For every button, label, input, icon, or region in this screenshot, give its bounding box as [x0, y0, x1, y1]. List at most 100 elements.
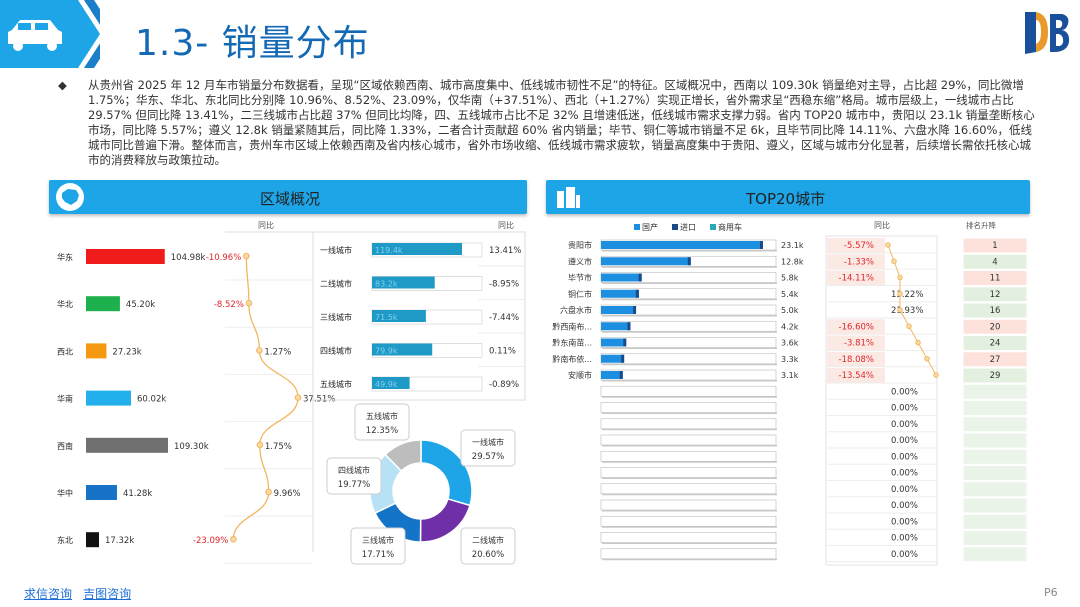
city-yoy-label: 0.00%: [891, 436, 918, 446]
city-yoy-label: -14.11%: [839, 274, 874, 284]
region-value-label: 104.98k: [171, 253, 206, 263]
city-yoy-label: -13.54%: [839, 371, 874, 381]
region-yoy-point: [256, 441, 264, 449]
region-category-label: 华北: [57, 299, 73, 309]
city-bar-track: [600, 385, 777, 397]
city-value-label: 4.2k: [781, 322, 799, 331]
donut-percent-label: 17.71%: [362, 550, 394, 560]
city-bar-shadow: [602, 315, 777, 317]
donut-percent-label: 20.60%: [472, 550, 504, 560]
region-value-label: 45.20k: [126, 300, 155, 310]
tier-table-border: [312, 231, 526, 401]
tier-bar: [372, 343, 433, 356]
city-bar-track: [600, 548, 777, 560]
top20-panel-header: TOP20城市: [546, 180, 1030, 214]
city-bar-import: [635, 289, 639, 298]
tier-category-label: 五线城市: [320, 379, 352, 389]
city-bar: [601, 241, 763, 249]
region-panel-header: 区域概况: [49, 180, 527, 214]
legend-label: 商用车: [718, 222, 742, 232]
city-rank-cell: [962, 465, 1028, 481]
tier-bar: [372, 276, 435, 289]
footer-link-jitu[interactable]: 吉图咨询: [83, 587, 132, 601]
city-rank-label: 11: [990, 274, 1001, 284]
city-bar: [601, 371, 623, 379]
city-yoy-negative-cell: [827, 254, 885, 270]
donut-percent-label: 29.57%: [472, 452, 504, 462]
tier-yoy-label: 13.41%: [489, 246, 521, 256]
city-yoy-label: 0.00%: [891, 501, 918, 511]
tier-category-label: 四线城市: [320, 346, 352, 356]
city-bar: [601, 306, 637, 314]
tier-value-label: 49.9k: [375, 380, 398, 389]
city-bar-import: [687, 257, 691, 266]
page-number: P6: [1044, 586, 1058, 599]
city-yoy-table-border: [825, 235, 938, 566]
donut-callout-box: [326, 457, 382, 495]
city-yoy-label: 21.93%: [891, 306, 923, 316]
city-bar: [601, 354, 625, 363]
region-value-label: 41.28k: [123, 489, 152, 499]
city-rank-label: 4: [992, 257, 997, 267]
city-category-label: 安顺市: [568, 370, 592, 380]
tier-value-label: 79.9k: [375, 347, 398, 356]
city-rank-cell: [962, 253, 1028, 270]
region-yoy-point: [256, 347, 263, 354]
donut-callout-box: [460, 429, 516, 467]
tier-bar: [372, 377, 410, 389]
city-bar-import: [623, 338, 627, 347]
city-bar-track: [600, 402, 777, 413]
region-value-label: 109.30k: [174, 442, 209, 452]
city-yoy-negative-cell: [827, 335, 885, 351]
city-yoy-negative-cell: [827, 270, 885, 286]
city-yoy-point: [897, 307, 903, 313]
city-bar-import: [760, 241, 763, 249]
region-category-label: 西北: [57, 347, 73, 356]
city-yoy-negative-cell: [827, 319, 885, 335]
region-yoy-label: 1.27%: [264, 347, 291, 357]
city-yoy-label: 0.00%: [891, 534, 918, 544]
city-value-label: 3.6k: [781, 339, 799, 348]
city-yoy-label: 13.22%: [891, 290, 923, 300]
city-bar-track: [600, 353, 777, 365]
city-yoy-label: -3.81%: [844, 339, 874, 349]
region-category-label: 华中: [57, 488, 73, 498]
region-category-label: 东北: [57, 535, 73, 545]
city-rank-cell: [962, 400, 1028, 416]
city-value-label: 5.4k: [781, 290, 799, 299]
donut-callout-box: [350, 527, 406, 565]
city-yoy-point: [933, 372, 939, 378]
tier-value-label: 71.5k: [375, 313, 398, 322]
donut-category-label: 五线城市: [366, 411, 398, 421]
city-yoy-label: -1.33%: [844, 257, 874, 267]
region-category-label: 西南: [57, 441, 73, 451]
city-rank-cell: [962, 270, 1028, 286]
city-rank-cell: [962, 546, 1028, 563]
region-bar: [86, 437, 168, 453]
region-bar: [86, 485, 117, 500]
city-bar-shadow: [602, 542, 777, 544]
city-category-label: 遵义市: [568, 256, 592, 266]
region-bar: [86, 343, 107, 359]
page-title: 1.3- 销量分布: [135, 23, 370, 64]
city-rank-cell: [962, 335, 1028, 351]
footer-link-qiuxin[interactable]: 求信咨询: [24, 587, 73, 601]
city-yoy-label: 0.00%: [891, 469, 918, 479]
region-yoy-point: [230, 535, 237, 543]
city-bar-import: [621, 354, 625, 363]
tier-yoy-header: 同比: [498, 220, 514, 230]
region-bar: [86, 249, 165, 264]
city-bar-track: [600, 532, 777, 543]
donut-percent-label: 19.77%: [338, 480, 370, 490]
city-yoy-point: [924, 356, 930, 362]
city-yoy-label: 0.00%: [891, 485, 918, 495]
city-bar-shadow: [602, 298, 777, 301]
city-category-label: 毕节市: [568, 273, 592, 283]
city-category-label: 黔南布依...: [552, 354, 592, 364]
tier-bar: [372, 310, 426, 322]
city-bar: [601, 273, 642, 282]
legend-label: 进口: [680, 223, 696, 232]
city-value-label: 3.1k: [781, 371, 799, 380]
city-rank-label: 16: [990, 306, 1001, 316]
